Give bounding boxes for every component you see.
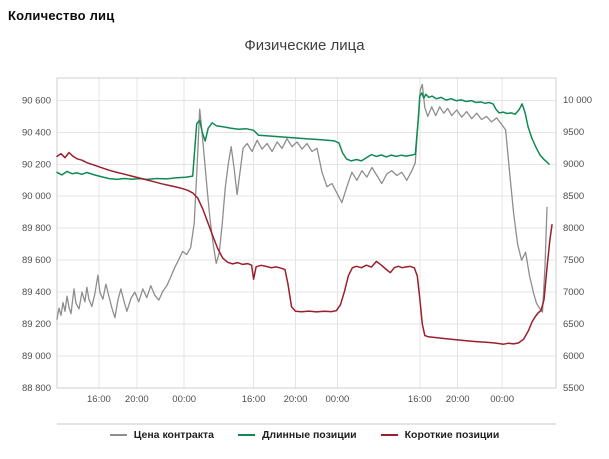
svg-text:00:00: 00:00 bbox=[172, 394, 196, 405]
chart-title: Физические лица bbox=[244, 37, 365, 54]
svg-text:9500: 9500 bbox=[563, 127, 584, 138]
svg-text:16:00: 16:00 bbox=[408, 394, 432, 405]
right-axis-labels: 10 000 9500 9000 8500 8000 7500 7000 6500 6000 55… bbox=[563, 95, 592, 394]
svg-text:20:00: 20:00 bbox=[446, 394, 470, 405]
legend-line-swatch bbox=[109, 434, 127, 436]
chart-legend: Цена контракта Длинные позиции Короткие … bbox=[0, 429, 609, 441]
svg-text:89 800: 89 800 bbox=[22, 223, 51, 234]
legend-label: Цена контракта bbox=[133, 429, 214, 441]
legend-label: Короткие позиции bbox=[404, 429, 500, 441]
legend-label: Длинные позиции bbox=[261, 429, 357, 441]
svg-text:89 600: 89 600 bbox=[22, 255, 51, 266]
svg-text:7000: 7000 bbox=[563, 287, 584, 298]
svg-text:10 000: 10 000 bbox=[563, 95, 592, 106]
x-axis-labels: 16:00 20:00 00:00 16:00 20:00 00:00 16:00 20:00… bbox=[87, 394, 514, 405]
svg-text:6000: 6000 bbox=[563, 351, 584, 362]
svg-text:89 200: 89 200 bbox=[22, 319, 51, 330]
legend-item-contract-price[interactable]: Цена контракта bbox=[109, 429, 214, 441]
contract-price-line bbox=[56, 83, 548, 320]
svg-text:5500: 5500 bbox=[563, 383, 584, 394]
svg-text:90 600: 90 600 bbox=[22, 95, 51, 106]
page-title: Количество лиц bbox=[8, 8, 115, 23]
short-positions-line bbox=[56, 151, 553, 345]
left-axis-labels: 90 600 90 400 90 200 90 000 89 800 89 600 89 4… bbox=[22, 95, 51, 394]
svg-text:89 000: 89 000 bbox=[22, 351, 51, 362]
legend-line-swatch bbox=[380, 434, 398, 436]
svg-text:7500: 7500 bbox=[563, 255, 584, 266]
grid-vertical bbox=[98, 78, 503, 388]
svg-text:90 200: 90 200 bbox=[22, 159, 51, 170]
svg-text:20:00: 20:00 bbox=[284, 394, 308, 405]
svg-text:6500: 6500 bbox=[563, 319, 584, 330]
svg-text:9000: 9000 bbox=[563, 159, 584, 170]
legend-item-long-positions[interactable]: Длинные позиции bbox=[237, 429, 357, 441]
svg-text:8500: 8500 bbox=[563, 191, 584, 202]
svg-text:16:00: 16:00 bbox=[87, 394, 111, 405]
svg-text:16:00: 16:00 bbox=[242, 394, 266, 405]
legend-line-swatch bbox=[237, 434, 255, 436]
svg-text:20:00: 20:00 bbox=[125, 394, 149, 405]
legend-item-short-positions[interactable]: Короткие позиции bbox=[380, 429, 500, 441]
svg-text:8000: 8000 bbox=[563, 223, 584, 234]
svg-text:00:00: 00:00 bbox=[326, 394, 350, 405]
plot-border bbox=[56, 77, 557, 389]
svg-text:90 400: 90 400 bbox=[22, 127, 51, 138]
svg-text:89 400: 89 400 bbox=[22, 287, 51, 298]
svg-text:00:00: 00:00 bbox=[490, 394, 514, 405]
svg-text:88 800: 88 800 bbox=[22, 383, 51, 394]
svg-text:90 000: 90 000 bbox=[22, 191, 51, 202]
long-positions-line bbox=[56, 92, 550, 181]
